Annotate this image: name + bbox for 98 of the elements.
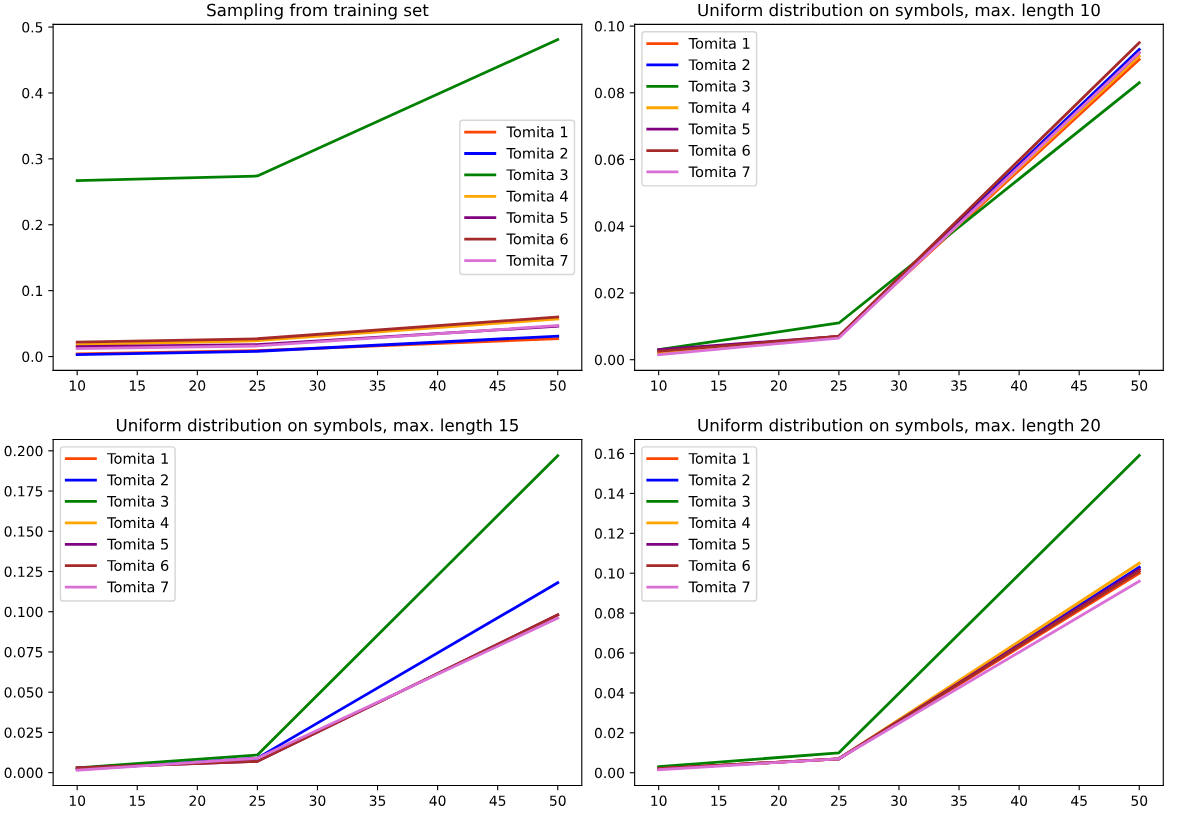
x-tick-label: 20 [189,795,206,806]
y-tick-label: 0.02 [594,727,624,739]
legend-label: Tomita 5 [688,123,750,135]
legend-label: Tomita 7 [688,581,750,593]
legend-label: Tomita 6 [688,559,750,571]
x-tick-label: 15 [711,380,727,391]
x-tick-label: 50 [549,795,566,806]
x-tick-label: 10 [651,380,667,391]
y-tick-label: 0.08 [594,87,624,99]
legend-label: Tomita 2 [506,147,568,159]
x-tick-label: 45 [1071,795,1087,806]
x-tick-label: 10 [651,795,667,806]
legend-label: Tomita 4 [107,516,169,529]
x-tick-label: 20 [189,380,206,391]
legend-label: Tomita 2 [688,58,750,71]
y-tick-label: 0.06 [594,154,625,165]
legend-label: Tomita 3 [688,495,750,507]
legend-label: Tomita 3 [506,168,568,181]
legend-label: Tomita 7 [506,254,568,266]
x-tick-label: 40 [1010,380,1028,391]
x-tick-label: 10 [69,380,86,391]
y-tick-label: 0.10 [594,21,624,32]
legend-label: Tomita 4 [506,190,568,202]
x-tick-label: 15 [711,795,727,806]
x-tick-label: 30 [891,380,907,391]
legend-label: Tomita 5 [107,538,169,550]
legend-label: Tomita 1 [506,126,568,138]
y-tick-label: 0.1 [22,285,43,297]
legend-label: Tomita 1 [688,452,750,464]
x-tick-label: 25 [831,380,847,391]
x-tick-label: 25 [249,795,266,806]
y-tick-label: 0.10 [594,568,624,579]
legend-label: Tomita 6 [688,144,750,156]
legend-label: Tomita 3 [688,80,750,92]
legend-label: Tomita 7 [107,581,169,593]
y-tick-label: 0.000 [4,767,43,779]
y-tick-label: 0.3 [22,153,43,165]
x-tick-label: 15 [129,795,145,806]
x-tick-label: 30 [891,795,907,806]
x-tick-label: 35 [951,795,967,806]
y-tick-label: 0.175 [4,486,43,497]
x-tick-label: 10 [69,795,86,806]
x-tick-label: 40 [1010,795,1028,806]
legend-label: Tomita 1 [688,37,750,49]
y-tick-label: 0.16 [594,448,625,459]
chart-title: Sampling from training set [207,3,429,20]
x-tick-label: 35 [951,380,967,391]
legend-label: Tomita 6 [506,233,568,245]
x-tick-label: 50 [1131,795,1148,806]
y-tick-label: 0.075 [4,646,43,658]
y-tick-label: 0.04 [594,221,625,232]
legend-label: Tomita 5 [506,211,568,224]
x-tick-label: 45 [489,795,506,806]
x-tick-label: 35 [369,380,386,391]
y-tick-label: 0.050 [4,687,43,698]
x-tick-label: 45 [1071,380,1087,391]
x-tick-label: 20 [771,795,787,806]
legend-label: Tomita 4 [688,516,750,529]
x-tick-label: 35 [369,795,386,806]
x-tick-label: 50 [549,380,566,391]
x-tick-label: 20 [771,380,787,391]
x-tick-label: 40 [429,380,446,391]
y-tick-label: 0.00 [594,354,624,366]
y-tick-label: 0.12 [594,528,624,539]
y-tick-label: 0.02 [594,287,624,299]
legend-label: Tomita 2 [688,474,750,486]
legend-label: Tomita 6 [107,559,169,571]
legend-label: Tomita 7 [688,165,750,178]
x-tick-label: 50 [1131,380,1148,391]
y-tick-label: 0.04 [594,687,625,699]
y-tick-label: 0.150 [4,526,43,537]
legend-label: Tomita 3 [107,495,169,507]
chart-title: Uniform distribution on symbols, max. length 20 [698,418,1100,435]
y-tick-label: 0.4 [22,87,43,99]
x-tick-label: 25 [831,795,847,806]
y-tick-label: 0.06 [594,648,625,659]
chart-title: Uniform distribution on symbols, max. length 10 [698,3,1100,20]
y-tick-label: 0.08 [594,608,624,619]
x-tick-label: 30 [309,795,326,806]
y-tick-label: 0.025 [4,727,43,738]
x-tick-label: 40 [429,795,446,806]
x-tick-label: 30 [309,380,326,391]
y-tick-label: 0.200 [4,445,43,457]
legend-label: Tomita 1 [107,452,168,464]
x-tick-label: 25 [249,380,266,391]
y-tick-label: 0.0 [22,351,43,363]
legend-label: Tomita 4 [688,101,750,114]
y-tick-label: 0.100 [4,606,43,618]
x-tick-label: 45 [489,380,506,391]
y-tick-label: 0.00 [594,767,624,779]
chart-title: Uniform distribution on symbols, max. length 15 [116,418,518,435]
y-tick-label: 0.5 [22,22,43,33]
legend-label: Tomita 5 [688,538,750,550]
y-tick-label: 0.14 [594,488,625,499]
y-tick-label: 0.2 [22,219,43,231]
legend-label: Tomita 2 [107,474,168,486]
x-tick-label: 15 [129,380,145,391]
y-tick-label: 0.125 [4,566,43,577]
